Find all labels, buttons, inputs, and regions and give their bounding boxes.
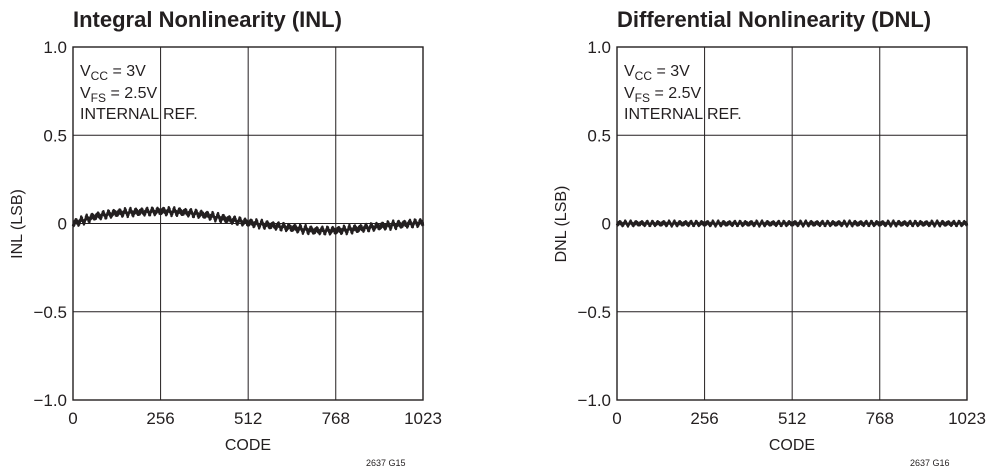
dnl-x-tick-label: 256 [690,409,718,428]
dnl-x-axis-label: CODE [769,437,815,454]
inl-x-tick-label: 1023 [404,409,442,428]
dnl-y-tick-label: 0.5 [587,126,611,145]
inl-series-line [71,205,425,236]
dnl-x-tick-label: 768 [866,409,894,428]
dnl-y-axis-label: DNL (LSB) [553,186,570,263]
dnl-x-tick-label: 1023 [948,409,986,428]
inl-y-tick-label: −1.0 [33,391,67,410]
dnl-chart-title: Differential Nonlinearity (DNL) [617,7,931,32]
dnl-y-tick-label: −1.0 [577,391,611,410]
dnl-condition-vfs: VFS = 2.5V [624,85,701,105]
dnl-condition-vcc: VCC = 3V [624,63,690,83]
dnl-y-ticks: 1.0 0.5 0 −0.5 −1.0 [577,38,611,410]
inl-chart: Integral Nonlinearity (INL) 1.0 0.5 0 −0… [9,7,442,468]
inl-x-ticks: 0 256 512 768 1023 [68,409,442,428]
inl-x-tick-label: 512 [234,409,262,428]
dnl-x-tick-label: 0 [612,409,621,428]
inl-y-tick-label: −0.5 [33,303,67,322]
inl-y-axis-label: INL (LSB) [9,189,26,259]
inl-x-tick-label: 768 [322,409,350,428]
dnl-y-tick-label: 1.0 [587,38,611,57]
inl-condition-vcc: VCC = 3V [80,63,146,83]
inl-x-axis-label: CODE [225,437,271,454]
dnl-figure-id: 2637 G16 [910,458,950,468]
inl-figure-id: 2637 G15 [366,458,406,468]
inl-chart-title: Integral Nonlinearity (INL) [73,7,342,32]
dnl-chart: Differential Nonlinearity (DNL) 1.0 0.5 … [553,7,986,468]
inl-y-tick-label: 0 [58,215,67,234]
inl-condition-ref: INTERNAL REF. [80,106,198,123]
inl-y-ticks: 1.0 0.5 0 −0.5 −1.0 [33,38,67,410]
dnl-y-tick-label: −0.5 [577,303,611,322]
inl-y-tick-label: 0.5 [43,126,67,145]
inl-x-tick-label: 256 [146,409,174,428]
inl-condition-vfs: VFS = 2.5V [80,85,157,105]
inl-y-tick-label: 1.0 [43,38,67,57]
dnl-series-line [615,219,969,228]
dnl-y-tick-label: 0 [602,215,611,234]
dnl-x-tick-label: 512 [778,409,806,428]
inl-x-tick-label: 0 [68,409,77,428]
dnl-condition-ref: INTERNAL REF. [624,106,742,123]
dnl-x-ticks: 0 256 512 768 1023 [612,409,986,428]
